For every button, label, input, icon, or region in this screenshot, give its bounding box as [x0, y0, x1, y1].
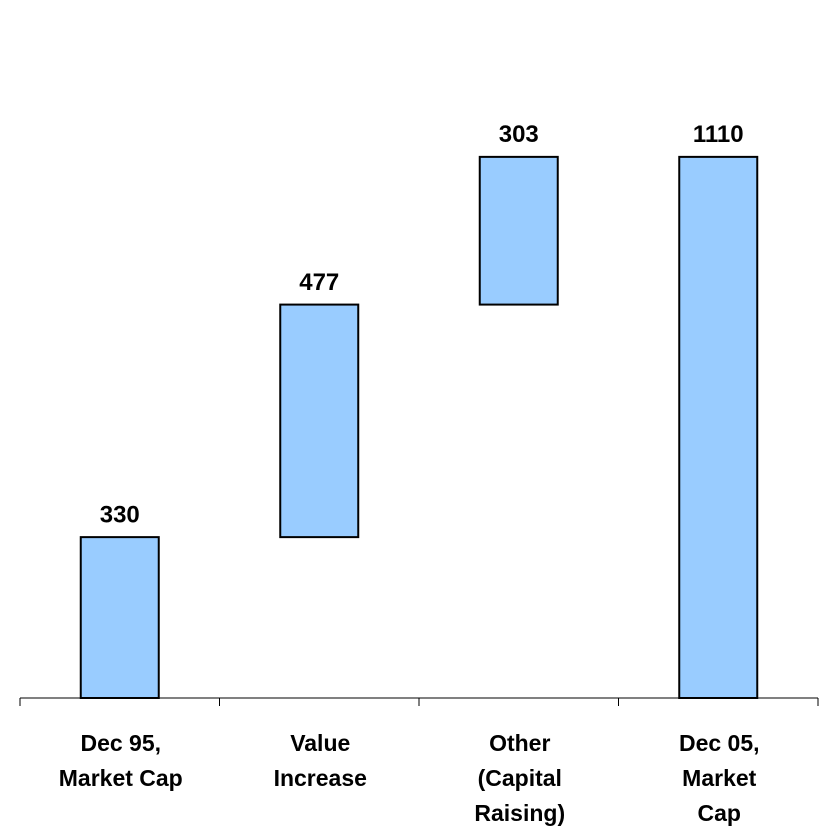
x-tick-label: (Capital — [478, 765, 562, 791]
x-tick-label: Dec 05, — [679, 730, 760, 756]
x-tick-label: Raising) — [474, 800, 565, 826]
data-label: 477 — [299, 269, 339, 296]
x-tick-label: Increase — [274, 765, 367, 791]
x-tick-label: Other — [489, 730, 550, 756]
x-tick-label: Value — [290, 730, 350, 756]
bar — [279, 303, 360, 539]
data-label: 330 — [100, 501, 140, 528]
data-label: 1110 — [693, 121, 744, 148]
data-label: 303 — [499, 121, 539, 148]
bar — [79, 536, 160, 699]
x-tick-label: Dec 95, — [80, 730, 161, 756]
x-tick-label: Market Cap — [59, 765, 183, 791]
x-tick-label: Market — [682, 765, 756, 791]
x-tick-label: Cap — [698, 800, 741, 826]
bar — [678, 155, 759, 699]
bar — [478, 155, 559, 306]
